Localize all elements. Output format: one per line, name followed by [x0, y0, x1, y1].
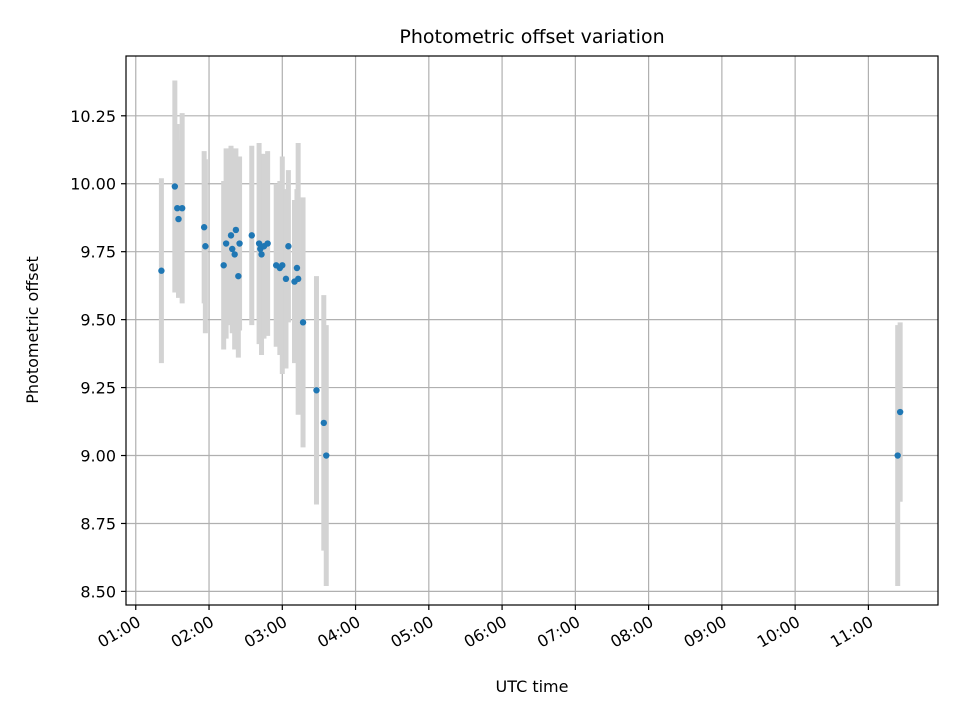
- y-tick-label: 9.25: [80, 379, 116, 398]
- y-axis-label: Photometric offset: [23, 256, 42, 404]
- grid: [126, 56, 938, 605]
- data-point: [294, 275, 302, 283]
- data-point: [200, 224, 208, 231]
- chart-title: Photometric offset variation: [399, 26, 664, 48]
- data-point: [279, 262, 286, 269]
- data-point: [232, 226, 240, 234]
- x-axis-label: UTC time: [496, 677, 569, 696]
- data-point: [896, 408, 904, 416]
- data-point: [293, 264, 301, 272]
- data-point: [202, 243, 209, 250]
- y-tick-label: 9.75: [80, 243, 116, 262]
- y-tick-label: 8.75: [80, 514, 116, 533]
- data-point: [282, 275, 290, 283]
- data-point: [285, 243, 292, 250]
- data-point: [231, 251, 238, 258]
- data-point: [158, 267, 165, 274]
- data-point: [323, 452, 330, 459]
- plot-frame: [125, 55, 939, 606]
- data-point: [171, 183, 179, 190]
- data-points: [158, 183, 904, 459]
- data-point: [255, 240, 263, 247]
- data-point: [264, 240, 271, 247]
- data-point: [320, 419, 328, 427]
- data-point: [258, 251, 265, 258]
- data-point: [220, 262, 227, 269]
- data-point: [178, 204, 186, 212]
- data-point: [174, 204, 181, 212]
- data-point: [313, 387, 320, 394]
- data-point: [227, 232, 235, 239]
- y-tick-label: 10.00: [70, 175, 116, 194]
- y-tick-label: 10.25: [70, 107, 116, 126]
- data-point: [229, 245, 236, 253]
- data-point: [248, 232, 255, 239]
- data-point: [222, 240, 230, 247]
- data-point: [236, 240, 243, 247]
- data-point: [299, 319, 307, 326]
- y-tick-label: 8.50: [80, 582, 116, 601]
- data-point: [175, 215, 182, 223]
- data-point: [894, 452, 901, 459]
- y-axis: 8.50 8.75 9.00 9.25 9.50 9.75 10.00 10.25: [70, 107, 126, 601]
- data-point: [235, 272, 242, 280]
- y-tick-label: 9.50: [80, 311, 116, 330]
- y-tick-label: 9.00: [80, 447, 116, 466]
